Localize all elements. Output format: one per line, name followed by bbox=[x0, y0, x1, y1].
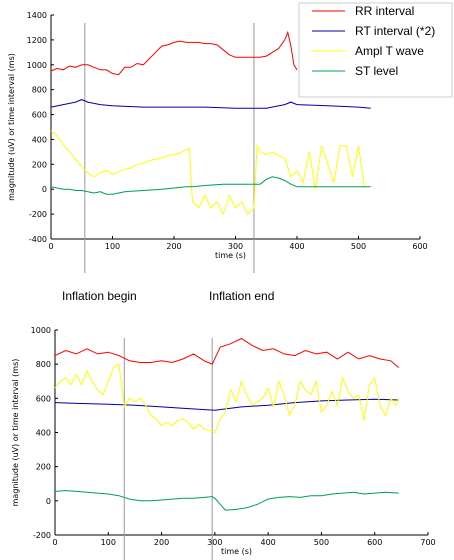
x-tick-label: 600 bbox=[367, 538, 382, 547]
x-tick-label: 0 bbox=[48, 242, 53, 251]
y-axis-label: magnitude (uV) or time interval (ms) bbox=[11, 359, 20, 507]
y-tick-label: 400 bbox=[32, 135, 47, 144]
x-tick-label: 500 bbox=[314, 538, 329, 547]
series-line-rr-interval bbox=[50, 30, 298, 76]
x-tick-label: 100 bbox=[101, 538, 116, 547]
y-axis-label: magnitude (uV) or time interval (ms) bbox=[7, 53, 16, 201]
legend: RR interval RT interval (*2) Ampl T wave ST… bbox=[298, 2, 453, 98]
y-tick-label: -200 bbox=[33, 531, 51, 540]
x-tick-label: 200 bbox=[154, 538, 169, 547]
series-line-rr-interval bbox=[54, 337, 400, 368]
y-tick-label: 400 bbox=[36, 429, 51, 438]
series-line-st-level bbox=[50, 176, 371, 195]
x-tick-label: 200 bbox=[166, 242, 181, 251]
x-tick-label: 400 bbox=[261, 538, 276, 547]
x-tick-label: 300 bbox=[207, 538, 222, 547]
x-tick-label: 0 bbox=[52, 538, 57, 547]
legend-label: RR interval bbox=[355, 4, 414, 18]
inflation-begin-label: Inflation begin bbox=[62, 289, 137, 303]
x-tick-label: 500 bbox=[351, 242, 366, 251]
series-line-ampl-t-wave bbox=[50, 130, 366, 216]
x-tick-label: 700 bbox=[420, 538, 435, 547]
y-tick-label: -200 bbox=[29, 210, 47, 219]
x-tick-label: 400 bbox=[289, 242, 304, 251]
x-tick-label: 100 bbox=[105, 242, 120, 251]
series-line-rt-interval-2 bbox=[50, 99, 371, 109]
y-tick-label: 200 bbox=[36, 463, 51, 472]
y-tick-label: 1000 bbox=[27, 61, 47, 70]
series-line-rt-interval-2 bbox=[54, 398, 399, 411]
y-tick-label: 1400 bbox=[27, 11, 47, 20]
x-axis-label: time (s) bbox=[215, 251, 246, 260]
legend-label: ST level bbox=[355, 64, 398, 78]
legend-label: Ampl T wave bbox=[355, 44, 424, 58]
y-tick-label: 1200 bbox=[27, 36, 47, 45]
series-line-st-level bbox=[54, 490, 399, 511]
legend-box bbox=[298, 2, 453, 98]
y-tick-label: -400 bbox=[29, 235, 47, 244]
x-tick-label: 600 bbox=[412, 242, 427, 251]
y-tick-label: 1000 bbox=[31, 326, 51, 335]
x-axis-label: time (s) bbox=[221, 547, 252, 556]
y-tick-label: 600 bbox=[32, 111, 47, 120]
y-tick-label: 200 bbox=[32, 160, 47, 169]
legend-label: RT interval (*2) bbox=[355, 24, 435, 38]
series-line-ampl-t-wave bbox=[54, 363, 400, 434]
y-tick-label: 0 bbox=[46, 497, 51, 506]
y-tick-label: 800 bbox=[32, 86, 47, 95]
top-chart: 0 100 200 300 400 500 600 -400 -200 0 200 400 600 800… bbox=[7, 11, 428, 273]
y-tick-label: 800 bbox=[36, 360, 51, 369]
y-tick-label: 0 bbox=[42, 185, 47, 194]
bottom-chart: 0 100 200 300 400 500 600 700-20002004006008001… bbox=[11, 326, 436, 560]
inflation-end-label: Inflation end bbox=[209, 289, 274, 303]
x-tick-label: 300 bbox=[228, 242, 243, 251]
y-tick-label: 600 bbox=[36, 394, 51, 403]
